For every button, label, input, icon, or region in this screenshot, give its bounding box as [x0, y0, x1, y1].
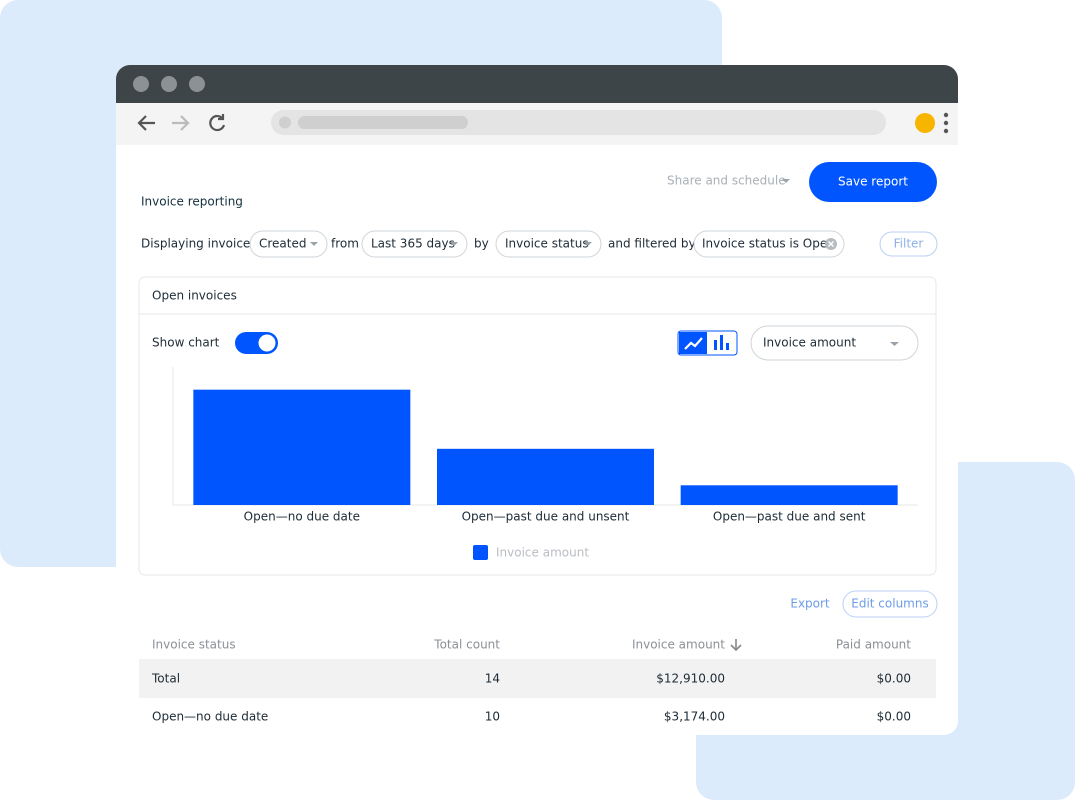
chip[interactable] [249, 230, 328, 258]
metric-dropdown[interactable] [750, 325, 919, 361]
cell: $0.00 [877, 710, 911, 724]
chip[interactable] [693, 230, 845, 258]
page-title: Invoice reporting [141, 195, 243, 209]
chip[interactable] [361, 230, 468, 258]
column-header: Invoice status [152, 638, 236, 652]
x-tick-label: Open—no due date [244, 510, 360, 524]
chip-label: Created [259, 237, 307, 251]
export-link[interactable]: Export [790, 597, 830, 611]
filter-text: by [474, 237, 489, 251]
filter-label: Filter [894, 237, 924, 251]
cell: $0.00 [877, 672, 911, 686]
x-tick-label: Open—past due and unsent [462, 510, 630, 524]
chip-label: Invoice status [505, 237, 589, 251]
back[interactable] [137, 115, 155, 131]
toggle-label: Show chart [152, 336, 220, 350]
forward[interactable] [172, 115, 190, 131]
filter-button[interactable] [879, 231, 938, 257]
chip-label: Last 365 days [371, 237, 455, 251]
reload[interactable] [209, 114, 226, 132]
chip-label: Invoice status is Open [702, 237, 835, 251]
panel-title: Open invoices [152, 289, 237, 303]
save-button[interactable] [809, 162, 937, 202]
cell: 14 [485, 672, 500, 686]
filter-text: and filtered by [608, 237, 696, 251]
x-tick-label: Open—past due and sent [713, 510, 866, 524]
legend-swatch [473, 545, 488, 560]
column-header: Invoice amount [632, 638, 725, 652]
metric-label: Invoice amount [763, 336, 856, 350]
cell: Total [151, 672, 180, 686]
cell: 10 [485, 710, 500, 724]
sort-icon[interactable] [730, 639, 742, 652]
column-header: Paid amount [836, 638, 911, 652]
filter-text: from [331, 237, 359, 251]
save-label: Save report [838, 175, 908, 189]
column-header: Total count [433, 638, 500, 652]
chip[interactable] [495, 230, 602, 258]
filter-text: Displaying invoices [141, 237, 257, 251]
edit-columns-label: Edit columns [851, 597, 928, 611]
bar [193, 389, 411, 505]
cell: $12,910.00 [656, 672, 725, 686]
table: Invoice status Total count Invoice amount P… [139, 638, 936, 724]
legend-label: Invoice amount [496, 546, 589, 560]
share-link[interactable]: Share and schedule [667, 174, 786, 188]
cell: $3,174.00 [664, 710, 725, 724]
bar [437, 448, 654, 505]
browser-window: Share and schedule Save report Invoice r… [116, 65, 958, 735]
total-row-bg [139, 659, 936, 698]
bar [680, 485, 898, 505]
cell: Open—no due date [152, 710, 268, 724]
edit-columns-button[interactable] [842, 590, 938, 618]
title-bar [116, 65, 958, 103]
bar-chart: Open—no due date Open—past due and unsent… [172, 367, 918, 560]
